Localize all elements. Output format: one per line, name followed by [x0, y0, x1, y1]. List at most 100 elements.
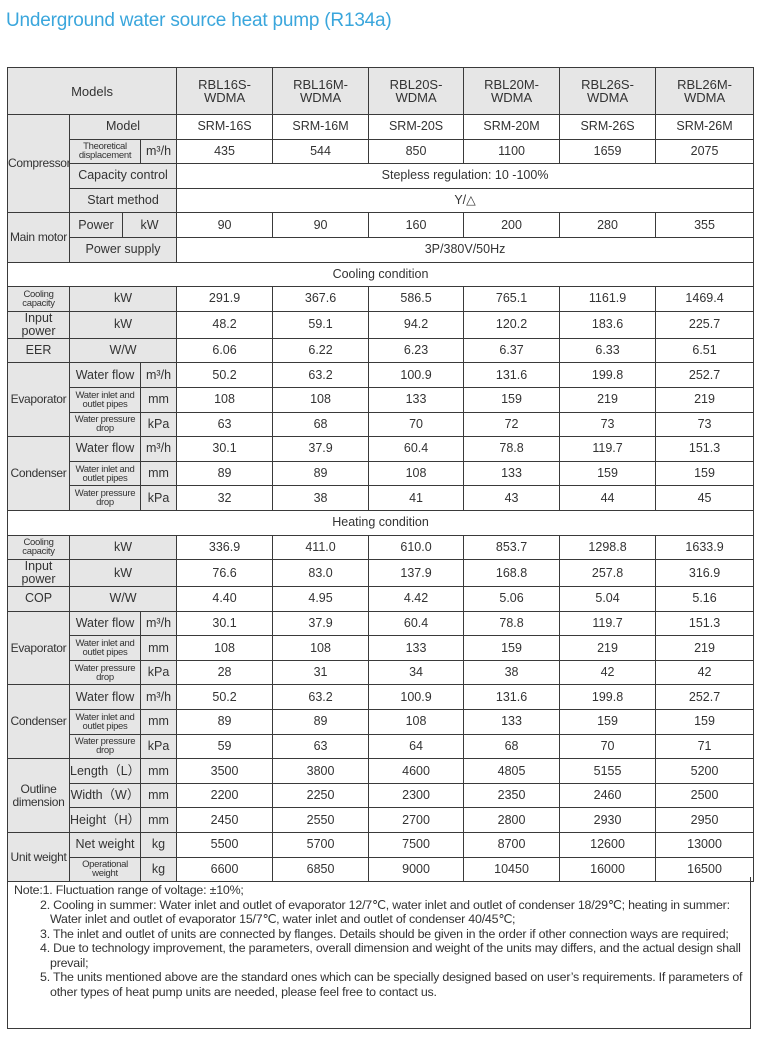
page-title: Underground water source heat pump (R134…	[6, 10, 392, 31]
value-cell: 2500	[655, 782, 755, 809]
value-cell: 252.7	[655, 684, 755, 711]
unit-label: kPa	[139, 411, 178, 438]
value-cell: 2800	[463, 807, 561, 834]
value-cell: 63.2	[272, 362, 370, 388]
value-cell: 133	[368, 635, 465, 661]
value-cell: 6.23	[368, 337, 465, 364]
value-cell: 1100	[463, 138, 561, 165]
value-cell: 4805	[463, 758, 561, 784]
value-cell: 2200	[176, 782, 274, 809]
row-label: Water flow	[69, 362, 141, 388]
spec-table: Models RBL16S- WDMA RBL16M- WDMA RBL20S- WDMA R…	[6, 67, 755, 883]
row-label: Height（H）	[69, 807, 141, 834]
value-cell: 151.3	[655, 610, 755, 637]
value-cell: 89	[176, 460, 274, 487]
table-row: Water pressure drop kPa 32 38 41 43 44 45	[8, 485, 755, 511]
value-cell: 50.2	[176, 362, 274, 388]
header-row: Models RBL16S- WDMA RBL16M- WDMA RBL20S- WDMA R…	[6, 67, 755, 115]
table-row: Height（H） mm 2450 2550 2700 2800 2930 2950	[8, 807, 755, 834]
row-label: Water pressure drop	[69, 733, 141, 760]
unit-label: kW	[121, 212, 178, 238]
unit-label: kW	[68, 286, 178, 312]
value-cell: 44	[559, 485, 657, 511]
value-cell: 34	[368, 659, 465, 686]
value-cell: 1161.9	[559, 286, 657, 312]
value-cell: 50.2	[176, 684, 274, 711]
value-cell: 199.8	[559, 362, 657, 388]
model-header: RBL20S- WDMA	[368, 67, 465, 115]
row-label: EER	[7, 337, 70, 364]
value-cell: 28	[176, 659, 274, 686]
unit-label: W/W	[68, 586, 178, 612]
value-cell: SRM-16S	[176, 114, 274, 140]
table-row: Outline dimension Length（L） mm 3500 3800 4600…	[7, 758, 755, 834]
unit-label: W/W	[68, 337, 178, 364]
value-cell: 3800	[272, 758, 370, 784]
value-cell: 6.06	[176, 337, 274, 364]
value-cell: 89	[272, 709, 370, 735]
value-cell: 78.8	[463, 436, 561, 462]
unit-label: mm	[139, 758, 178, 784]
value-cell: 850	[368, 138, 465, 165]
value-cell: 5.06	[463, 586, 561, 612]
value-cell: 765.1	[463, 286, 561, 312]
value-cell: 4.42	[368, 586, 465, 612]
value-cell: SRM-20M	[463, 114, 561, 140]
value-cell: 37.9	[272, 610, 370, 637]
value-cell: 94.2	[368, 310, 465, 339]
value-cell: 16000	[559, 856, 657, 883]
section-row: Cooling condition	[6, 261, 755, 288]
section-title: Heating condition	[6, 509, 755, 536]
value-cell: 6.22	[272, 337, 370, 364]
table-row: Cooling capacity kW 336.9 411.0 610.0 853.7 12…	[7, 534, 755, 561]
row-label: Cooling capacity	[7, 534, 70, 561]
notes: Note:1. Fluctuation range of voltage: ±1…	[7, 877, 751, 1029]
value-cell: 63.2	[272, 684, 370, 711]
value-cell: 586.5	[368, 286, 465, 312]
merged-value: Stepless regulation: 10 -100%	[176, 163, 755, 189]
value-cell: 6.33	[559, 337, 657, 364]
table-row: Operational weight kg 6600 6850 9000 10450 160…	[8, 856, 755, 883]
value-cell: 316.9	[655, 559, 755, 588]
value-cell: 1469.4	[655, 286, 755, 312]
value-cell: 2300	[368, 782, 465, 809]
value-cell: 90	[176, 212, 274, 238]
value-cell: 610.0	[368, 534, 465, 561]
value-cell: 63	[272, 733, 370, 760]
value-cell: 100.9	[368, 684, 465, 711]
note-item: 5. The units mentioned above are the sta…	[40, 970, 743, 999]
table-row: COP W/W 4.40 4.95 4.42 5.06 5.04 5.16	[7, 586, 755, 612]
row-label: Theoretical displacement	[69, 138, 141, 165]
value-cell: 133	[463, 460, 561, 487]
value-cell: 200	[463, 212, 561, 238]
value-cell: 108	[368, 709, 465, 735]
row-label: Water inlet and outlet pipes	[69, 460, 141, 487]
value-cell: 9000	[368, 856, 465, 883]
value-cell: 83.0	[272, 559, 370, 588]
value-cell: 355	[655, 212, 755, 238]
value-cell: 2250	[272, 782, 370, 809]
note-item: 2. Cooling in summer: Water inlet and ou…	[40, 897, 730, 927]
unit-label: kPa	[139, 659, 178, 686]
unit-label: m³/h	[139, 436, 178, 462]
table-row: Evaporator Water flow m³/h 30.1 37.9 60.4 78.8…	[7, 610, 755, 686]
value-cell: 68	[272, 411, 370, 438]
unit-label: mm	[139, 807, 178, 834]
value-cell: 4600	[368, 758, 465, 784]
value-cell: 2700	[368, 807, 465, 834]
table-row: Power supply 3P/380V/50Hz	[8, 236, 755, 263]
value-cell: SRM-16M	[272, 114, 370, 140]
table-row: Start method Y/△	[8, 187, 755, 214]
value-cell: 45	[655, 485, 755, 511]
table-row: Input power kW 76.6 83.0 137.9 168.8 257.8 316.…	[7, 559, 755, 588]
value-cell: 72	[463, 411, 561, 438]
value-cell: 159	[655, 460, 755, 487]
unit-label: m³/h	[139, 362, 178, 388]
note-item: 3. The inlet and outlet of units are con…	[40, 926, 729, 941]
table-row: Water inlet and outlet pipes mm 108 108 133 1…	[8, 386, 755, 413]
table-row: Unit weight Net weight kg 5500 5700 7500 8700 1…	[7, 832, 755, 883]
value-cell: 48.2	[176, 310, 274, 339]
unit-label: m³/h	[139, 138, 178, 165]
value-cell: 2460	[559, 782, 657, 809]
value-cell: 43	[463, 485, 561, 511]
